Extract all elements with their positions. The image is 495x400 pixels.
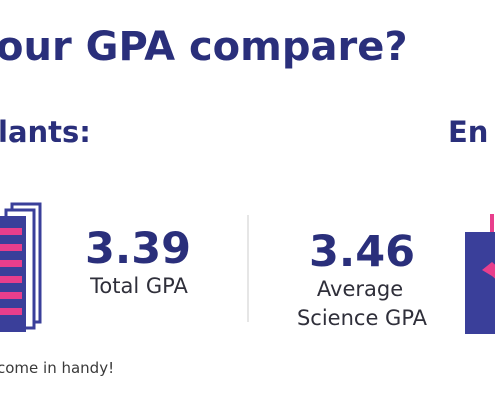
science-icon bbox=[465, 214, 495, 334]
section-heading: lants: bbox=[0, 115, 91, 149]
stat-label: Average bbox=[317, 277, 403, 301]
document-icon bbox=[0, 202, 42, 332]
title: our GPA compare? bbox=[0, 24, 408, 70]
note: come in handy! bbox=[0, 359, 114, 377]
section-heading: En bbox=[448, 115, 488, 149]
stat-value: 3.46 bbox=[309, 227, 415, 277]
stat-label: Total GPA bbox=[89, 274, 188, 298]
stat-label: Science GPA bbox=[297, 306, 428, 330]
stat-value: 3.39 bbox=[85, 224, 191, 274]
